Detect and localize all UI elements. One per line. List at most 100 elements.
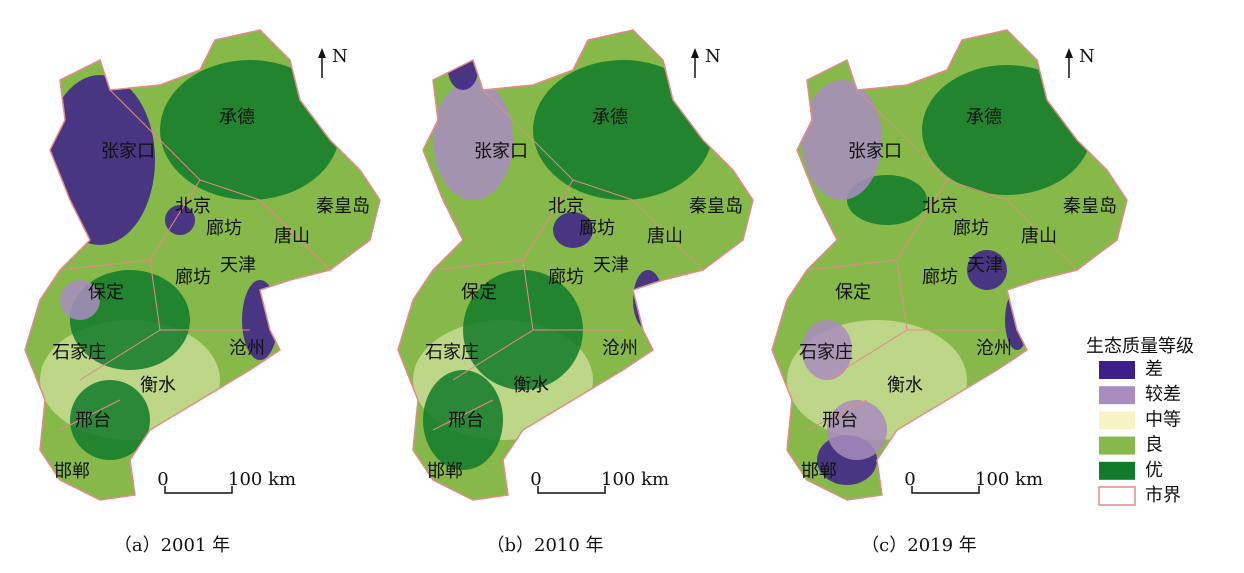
- city-label: 衡水: [513, 375, 549, 396]
- legend-label: 优: [1145, 460, 1163, 481]
- legend-label: 市界: [1145, 485, 1181, 506]
- city-label: 秦皇岛: [689, 196, 743, 217]
- panel-caption: （b）2010 年: [486, 535, 603, 556]
- patch: [70, 380, 150, 460]
- city-label: 沧州: [976, 338, 1012, 359]
- city-label: 承德: [966, 107, 1002, 128]
- north-arrow-head: [318, 48, 326, 58]
- city-label: 邯郸: [427, 461, 463, 482]
- patch: [423, 370, 503, 470]
- city-label: 保定: [88, 282, 124, 303]
- legend-label: 中等: [1145, 409, 1181, 430]
- city-label: 天津: [593, 255, 629, 276]
- patch: [160, 60, 340, 200]
- city-label: 保定: [461, 282, 497, 303]
- city-boundary: [432, 89, 704, 431]
- region-outline: [397, 29, 754, 501]
- city-label: 承德: [219, 107, 255, 128]
- city-label: 北京: [175, 196, 211, 217]
- panel-caption: （c）2019 年: [861, 535, 977, 556]
- patch: [827, 400, 887, 460]
- city-boundary: [59, 89, 331, 431]
- patch: [533, 60, 713, 200]
- patch: [553, 212, 593, 248]
- north-arrow-head: [1065, 48, 1073, 58]
- city-label: 天津: [220, 255, 256, 276]
- patch: [633, 270, 663, 330]
- legend-swatch: [1099, 461, 1135, 480]
- city-label: 保定: [835, 282, 871, 303]
- land-cover: [40, 60, 340, 460]
- city-label: 廊坊: [206, 218, 242, 239]
- scale-bar: [911, 486, 980, 494]
- patch: [45, 75, 155, 245]
- city-label: 邯郸: [801, 461, 837, 482]
- scale-end: 100 km: [975, 469, 1043, 490]
- city-boundary: [806, 89, 1078, 431]
- city-label: 张家口: [101, 141, 155, 162]
- patch: [60, 280, 100, 320]
- city-label: 衡水: [887, 375, 923, 396]
- legend-swatch: [1099, 361, 1135, 379]
- scale-start: 0: [904, 469, 915, 490]
- city-label: 北京: [548, 196, 584, 217]
- city-label: 石家庄: [425, 342, 479, 363]
- legend-swatch: [1098, 486, 1136, 506]
- city-label: 北京: [922, 196, 958, 217]
- city-label: 唐山: [647, 226, 683, 247]
- land-cover: [413, 50, 713, 470]
- city-label: 邢台: [75, 410, 111, 431]
- city-label: 邢台: [448, 410, 484, 431]
- north-label: N: [1079, 46, 1095, 67]
- patch: [165, 205, 195, 235]
- city-label: 廊坊: [922, 267, 958, 288]
- city-label: 唐山: [1021, 226, 1057, 247]
- city-label: 张家口: [474, 141, 528, 162]
- city-label: 廊坊: [579, 218, 615, 239]
- north-label: N: [705, 46, 721, 67]
- scale-bar: [537, 486, 606, 494]
- city-label: 廊坊: [548, 267, 584, 288]
- scale-end: 100 km: [228, 469, 296, 490]
- patch: [463, 270, 583, 390]
- north-label: N: [332, 46, 348, 67]
- scale-bar: [164, 486, 233, 494]
- patch: [847, 175, 927, 225]
- scale-start: 0: [530, 469, 541, 490]
- legend-label: 较差: [1145, 384, 1181, 405]
- north-arrow-head: [691, 48, 699, 58]
- region-outline: [771, 29, 1128, 501]
- city-label: 唐山: [274, 226, 310, 247]
- city-label: 石家庄: [799, 342, 853, 363]
- panel-caption: （a）2001 年: [114, 535, 230, 556]
- city-label: 廊坊: [953, 218, 989, 239]
- region-outline: [24, 29, 381, 501]
- scale-end: 100 km: [601, 469, 669, 490]
- patch: [802, 320, 852, 380]
- city-label: 衡水: [140, 375, 176, 396]
- patch: [967, 250, 1007, 290]
- patch: [802, 80, 882, 200]
- city-label: 石家庄: [52, 342, 106, 363]
- city-label: 天津: [967, 255, 1003, 276]
- city-label: 邢台: [822, 410, 858, 431]
- city-label: 秦皇岛: [316, 196, 370, 217]
- city-label: 邯郸: [54, 461, 90, 482]
- legend-title: 生态质量等级: [1086, 336, 1194, 357]
- city-label: 承德: [592, 107, 628, 128]
- city-label: 沧州: [229, 338, 265, 359]
- patch: [433, 80, 513, 200]
- legend-swatch: [1099, 436, 1135, 455]
- legend-label: 良: [1145, 435, 1163, 456]
- legend-label: 差: [1145, 359, 1163, 380]
- city-label: 张家口: [848, 141, 902, 162]
- city-label: 沧州: [602, 338, 638, 359]
- patch: [922, 65, 1092, 195]
- city-label: 秦皇岛: [1063, 196, 1117, 217]
- legend-swatch: [1099, 386, 1135, 405]
- city-label: 廊坊: [175, 267, 211, 288]
